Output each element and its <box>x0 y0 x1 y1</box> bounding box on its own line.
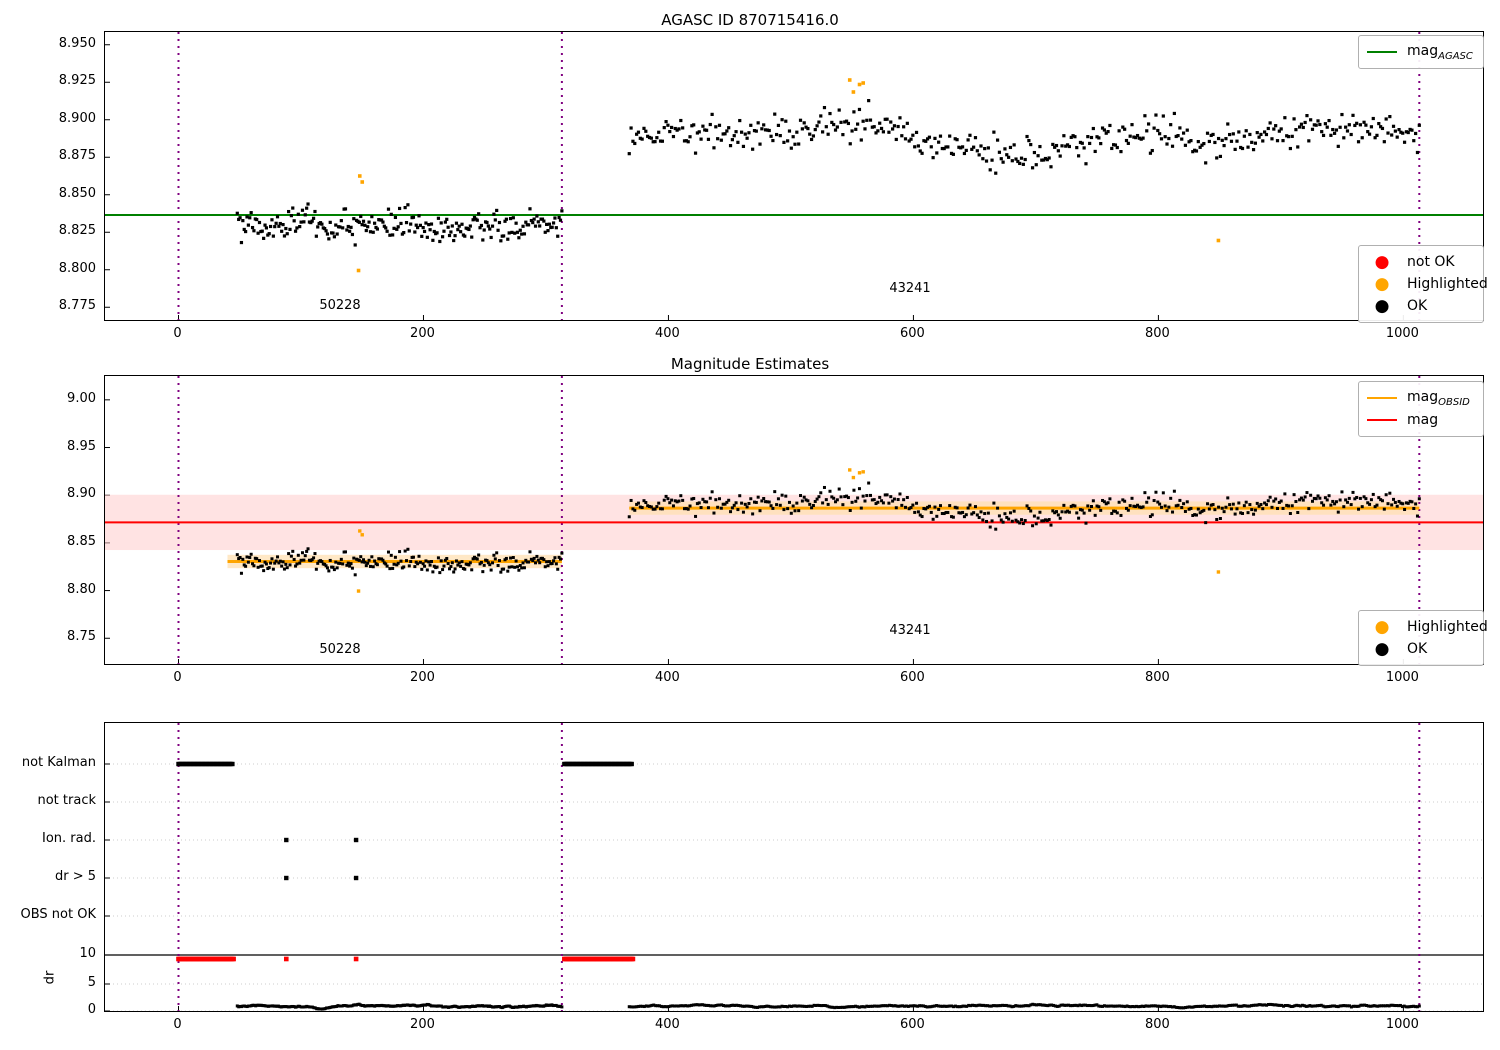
bottom-plot-area <box>105 723 1483 1011</box>
legend-label-ok: OK <box>1407 298 1428 314</box>
bottom-category-label: Ion. rad. <box>42 831 96 846</box>
panel-middle <box>104 375 1484 665</box>
obsid-annotation-50228-middle: 50228 <box>319 642 361 657</box>
orange-dot-swatch: ● <box>1374 616 1390 637</box>
y-tick-label: 8.950 <box>58 35 96 51</box>
red-dot-swatch: ● <box>1374 251 1390 272</box>
x-tick-label: 1000 <box>1385 1017 1419 1032</box>
y-tick-label: 8.85 <box>67 533 96 549</box>
red-line-swatch <box>1367 419 1397 421</box>
x-tick-label: 800 <box>1144 1017 1170 1032</box>
x-tick-label: 200 <box>410 670 435 685</box>
y-tick-label: 8.875 <box>58 148 96 164</box>
y-tick-label: 8.90 <box>67 486 96 502</box>
x-tick-label: 200 <box>410 326 435 341</box>
figure-title: AGASC ID 870715416.0 <box>661 11 839 29</box>
legend-item-mag[interactable]: mag <box>1367 409 1475 431</box>
obsid-annotation-50228-top: 50228 <box>319 298 361 313</box>
legend-label-ok-mid: OK <box>1407 641 1428 657</box>
legend-label-mag-obsid: magOBSID <box>1407 388 1470 408</box>
legend-top-panel-markers[interactable]: ● not OK ● Highlighted ● OK <box>1358 245 1488 323</box>
x-tick-label: 600 <box>900 670 925 685</box>
top-plot-area <box>105 32 1483 320</box>
bottom-category-label: OBS not OK <box>20 907 97 922</box>
y-tick-label: 8.80 <box>67 581 96 597</box>
legend-middle-panel-markers[interactable]: ● Highlighted ● OK <box>1358 610 1488 666</box>
x-tick-label: 0 <box>173 670 182 685</box>
y-tick-label: 8.775 <box>58 298 96 314</box>
legend-item-highlighted-mid[interactable]: ● Highlighted <box>1367 616 1488 638</box>
panel-bottom <box>104 722 1484 1012</box>
dr-tick-label: 5 <box>87 975 96 990</box>
legend-label-mag-agasc: magAGASC <box>1407 42 1473 62</box>
dr-tick-label: 0 <box>87 1002 96 1017</box>
y-tick-label: 9.00 <box>67 390 96 406</box>
x-tick-label: 600 <box>900 1017 925 1032</box>
bottom-category-label: not Kalman <box>21 755 96 770</box>
black-dot-swatch: ● <box>1374 295 1390 316</box>
x-tick-label: 1000 <box>1385 326 1419 341</box>
legend-item-mag-obsid[interactable]: magOBSID <box>1367 387 1475 409</box>
legend-top-panel-lines[interactable]: magAGASC <box>1358 35 1484 69</box>
legend-label-mag: mag <box>1407 412 1439 428</box>
y-tick-label: 8.800 <box>58 260 96 276</box>
middle-panel-title: Magnitude Estimates <box>670 355 830 373</box>
bottom-category-label: not track <box>37 793 96 808</box>
x-tick-label: 800 <box>1144 670 1170 685</box>
y-tick-label: 8.850 <box>58 185 96 201</box>
x-tick-label: 1000 <box>1385 670 1419 685</box>
y-tick-label: 8.95 <box>67 438 96 454</box>
x-tick-label: 400 <box>655 670 680 685</box>
y-tick-label: 8.825 <box>58 223 96 239</box>
orange-line-swatch <box>1367 397 1397 399</box>
x-tick-label: 400 <box>655 326 680 341</box>
x-tick-label: 200 <box>410 1017 435 1032</box>
legend-item-not-ok[interactable]: ● not OK <box>1367 251 1475 273</box>
x-tick-label: 600 <box>900 326 925 341</box>
middle-plot-area <box>105 376 1483 664</box>
dr-tick-label: 10 <box>79 946 96 961</box>
y-tick-label: 8.925 <box>58 73 96 89</box>
legend-item-ok[interactable]: ● OK <box>1367 295 1475 317</box>
y-tick-label: 8.900 <box>58 110 96 126</box>
legend-item-mag-agasc[interactable]: magAGASC <box>1367 41 1475 63</box>
y-tick-label: 8.75 <box>67 629 96 645</box>
legend-item-ok-mid[interactable]: ● OK <box>1367 638 1475 660</box>
obsid-annotation-43241-middle: 43241 <box>889 623 931 638</box>
legend-label-not-ok: not OK <box>1407 254 1455 270</box>
orange-dot-swatch: ● <box>1374 273 1390 294</box>
x-tick-label: 800 <box>1144 326 1170 341</box>
legend-label-highlighted-mid: Highlighted <box>1407 619 1488 635</box>
x-tick-label: 0 <box>173 326 182 341</box>
green-line-swatch <box>1367 51 1397 53</box>
legend-item-highlighted[interactable]: ● Highlighted <box>1367 273 1488 295</box>
black-dot-swatch: ● <box>1374 638 1390 659</box>
legend-middle-panel-lines[interactable]: magOBSID mag <box>1358 381 1484 437</box>
obsid-annotation-43241-top: 43241 <box>889 281 931 296</box>
x-tick-label: 400 <box>655 1017 680 1032</box>
panel-top <box>104 31 1484 321</box>
legend-label-highlighted: Highlighted <box>1407 276 1488 292</box>
dr-axis-label: dr <box>42 970 58 985</box>
bottom-category-label: dr > 5 <box>54 869 96 884</box>
x-tick-label: 0 <box>173 1017 182 1032</box>
